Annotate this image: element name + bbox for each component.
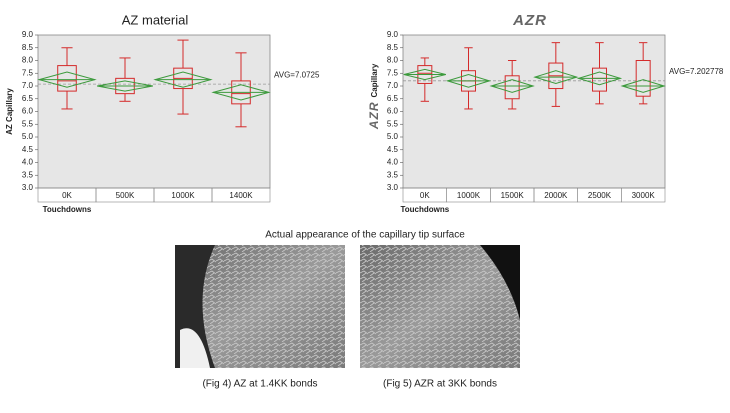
y-axis-logo: AZR — [367, 102, 381, 131]
y-tick-label: 4.0 — [22, 158, 34, 167]
y-tick-label: 8.5 — [22, 43, 34, 52]
y-tick-label: 5.0 — [22, 132, 34, 141]
y-tick-label: 7.5 — [22, 68, 34, 77]
x-tick-label: 1500K — [501, 191, 525, 200]
x-tick-label: 2000K — [544, 191, 568, 200]
y-tick-label: 4.5 — [22, 145, 34, 154]
y-axis-label-text: Capillary — [370, 63, 379, 97]
sem-image — [175, 245, 345, 368]
y-tick-label: 3.5 — [387, 170, 399, 179]
x-tick-label: 2500K — [588, 191, 612, 200]
y-tick-label: 5.0 — [387, 132, 399, 141]
box — [592, 67, 607, 92]
plot-area — [37, 34, 271, 189]
x-tick-label: 1400K — [229, 191, 253, 200]
plot-area — [402, 34, 666, 189]
y-tick-label: 6.0 — [22, 107, 34, 116]
y-tick-label: 9.0 — [22, 30, 34, 39]
y-tick-label: 3.0 — [22, 183, 34, 192]
category-cell — [621, 187, 666, 203]
y-tick-label: 3.0 — [387, 183, 399, 192]
y-tick-label: 7.5 — [387, 68, 399, 77]
x-axis-label: Touchdowns — [400, 205, 449, 214]
y-tick-label: 6.5 — [387, 94, 399, 103]
y-tick-label: 4.5 — [387, 145, 399, 154]
y-tick-label: 8.5 — [387, 43, 399, 52]
avg-label: AVG=7.202778 — [669, 67, 724, 76]
x-tick-label: 0K — [420, 191, 430, 200]
y-tick-label: 5.5 — [387, 119, 399, 128]
chart-title: AZ material — [122, 12, 189, 27]
y-axis-label: AZ Capillary — [5, 88, 14, 135]
chart-title: AZR — [512, 12, 547, 29]
x-tick-label: 0K — [62, 191, 72, 200]
sem-image — [360, 245, 520, 368]
x-tick-label: 500K — [116, 191, 135, 200]
y-tick-label: 8.0 — [387, 56, 399, 65]
box — [635, 60, 651, 97]
y-axis-label: Capillary AZR — [367, 63, 381, 130]
y-tick-label: 7.0 — [387, 81, 399, 90]
x-axis-label: Touchdowns — [43, 205, 92, 214]
y-tick-label: 5.5 — [22, 119, 34, 128]
y-tick-label: 3.5 — [22, 170, 34, 179]
x-tick-label: 3000K — [632, 191, 656, 200]
figure-heading: Actual appearance of the capillary tip s… — [265, 230, 465, 241]
y-tick-label: 4.0 — [387, 158, 399, 167]
category-cell — [211, 187, 271, 203]
y-tick-label: 6.5 — [22, 94, 34, 103]
caption: (Fig 4) AZ at 1.4KK bonds — [202, 379, 317, 390]
y-tick-label: 9.0 — [387, 30, 399, 39]
y-tick-label: 7.0 — [22, 81, 34, 90]
y-tick-label: 6.0 — [387, 107, 399, 116]
y-tick-label: 8.0 — [22, 56, 34, 65]
avg-label: AVG=7.0725 — [274, 70, 320, 79]
x-tick-label: 1000K — [457, 191, 481, 200]
caption: (Fig 5) AZR at 3KK bonds — [383, 379, 497, 390]
x-tick-label: 1000K — [171, 191, 195, 200]
box — [57, 65, 77, 92]
box — [504, 75, 520, 100]
